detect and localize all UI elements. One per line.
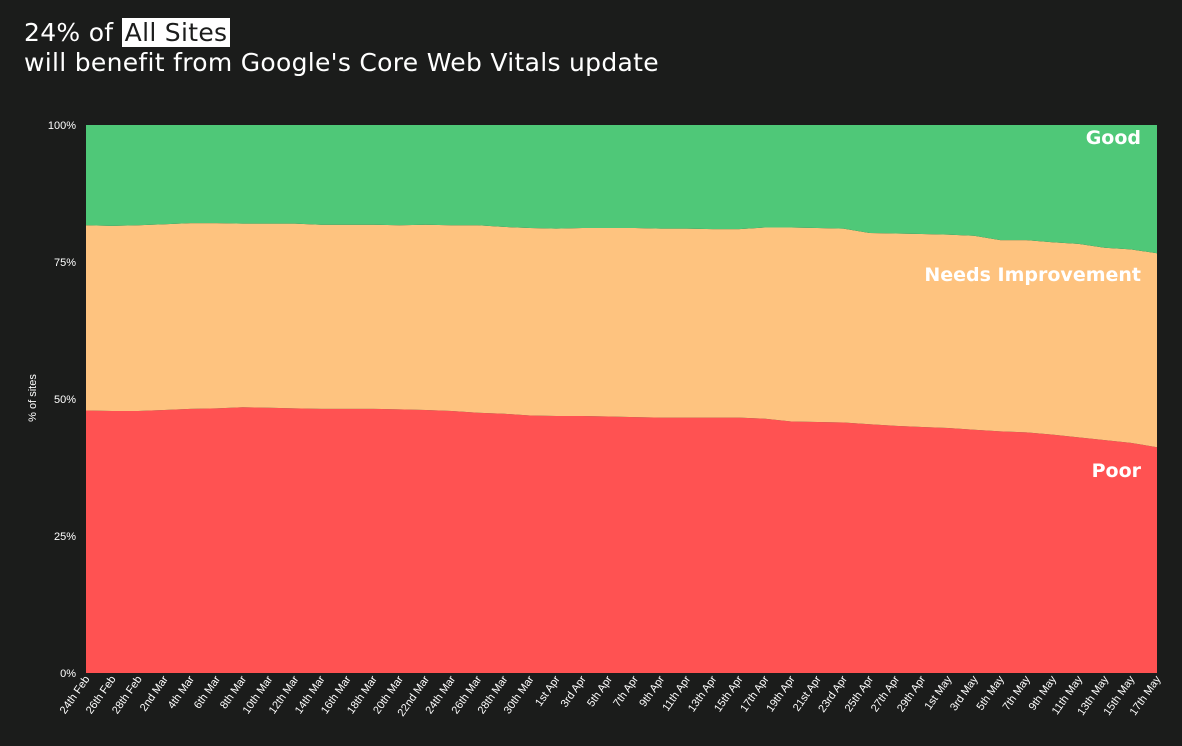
- x-tick-label: 5th Apr: [585, 674, 615, 710]
- y-tick-label: 50%: [54, 394, 76, 406]
- area-poor: [86, 407, 1157, 673]
- area-good: [86, 125, 1157, 254]
- x-tick-label: 3rd Apr: [559, 674, 589, 710]
- chart-title: 24% of All Sites will benefit from Googl…: [24, 18, 659, 78]
- title-line-2: will benefit from Google's Core Web Vita…: [24, 48, 659, 77]
- y-axis-ticks: 0% 25% 50% 75% 100%: [48, 120, 76, 680]
- y-axis-label: % of sites: [27, 374, 39, 422]
- title-highlight: All Sites: [121, 18, 231, 47]
- area-needs-improvement: [86, 223, 1157, 448]
- series-label-poor: Poor: [1092, 460, 1142, 482]
- y-tick-label: 0%: [60, 668, 76, 680]
- y-tick-label: 100%: [48, 120, 76, 132]
- x-tick-label: 7th Apr: [611, 674, 641, 710]
- y-tick-label: 25%: [54, 531, 76, 543]
- series-labels: Poor Needs Improvement Good: [924, 127, 1141, 482]
- series-label-good: Good: [1086, 127, 1141, 149]
- y-tick-label: 75%: [54, 257, 76, 269]
- chart-areas: [86, 125, 1157, 673]
- title-line-1: 24% of All Sites: [24, 18, 659, 48]
- series-label-needs-improvement: Needs Improvement: [924, 264, 1141, 286]
- title-prefix: 24% of: [24, 18, 122, 47]
